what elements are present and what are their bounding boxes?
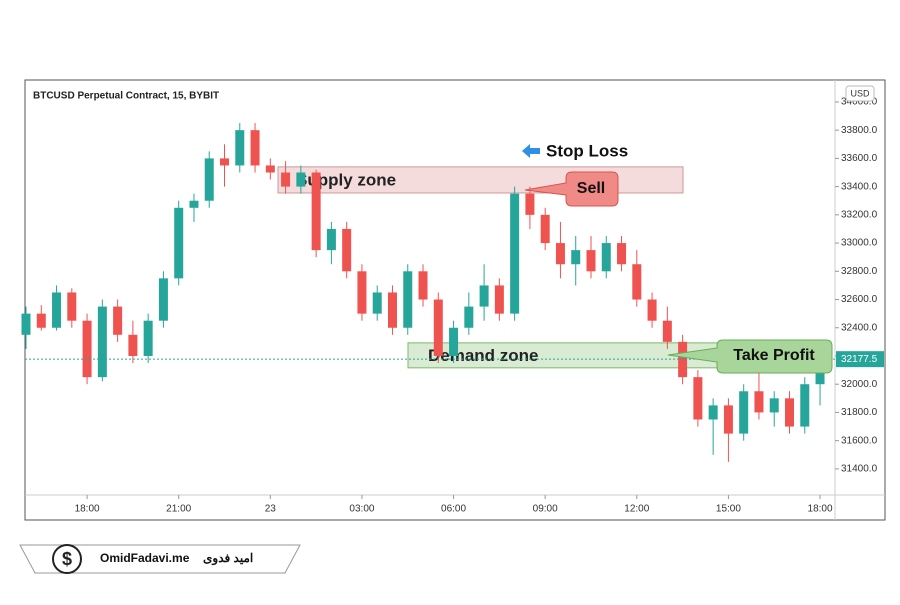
candle-body <box>540 214 550 244</box>
sell-label: Sell <box>577 180 605 197</box>
y-tick-label: 32800.0 <box>841 266 878 277</box>
candle-body <box>387 292 397 328</box>
y-tick-label: 32400.0 <box>841 322 878 333</box>
zone-label: Supply zone <box>296 170 396 189</box>
dollar-sign: $ <box>62 549 72 569</box>
x-tick-label: 06:00 <box>441 504 466 515</box>
footer-frame <box>19 544 301 574</box>
candle-body <box>708 405 718 420</box>
stop-loss-label: Stop Loss <box>546 141 628 160</box>
dollar-icon <box>52 544 82 574</box>
candle-body <box>52 292 62 328</box>
x-tick-label: 03:00 <box>349 504 374 515</box>
candle-body <box>723 405 733 434</box>
candle-body <box>769 398 779 413</box>
candle-body <box>143 320 153 356</box>
last-price-badge <box>836 351 884 368</box>
candle-body <box>647 299 657 321</box>
candle-body <box>418 271 428 300</box>
y-tick-label: 31800.0 <box>841 407 878 418</box>
candle-body <box>326 228 336 251</box>
candle-body <box>357 271 367 314</box>
candle-body <box>265 165 275 173</box>
candle-body <box>189 200 199 208</box>
y-tick-label: 33400.0 <box>841 181 878 192</box>
take-profit-callout <box>667 339 833 374</box>
y-tick-label: 34000.0 <box>841 97 878 108</box>
take-profit-label: Take Profit <box>733 347 815 364</box>
y-tick-label: 31600.0 <box>841 435 878 446</box>
x-tick-label: 09:00 <box>533 504 558 515</box>
y-tick-label: 33000.0 <box>841 238 878 249</box>
candle-body <box>785 398 794 427</box>
y-tick-label: 33200.0 <box>841 209 878 220</box>
currency-label: USD <box>850 88 870 98</box>
x-tick-label: 18:00 <box>75 504 100 515</box>
candle-body <box>158 278 168 321</box>
candle-body <box>739 391 749 434</box>
y-tick-label: 32000.0 <box>841 379 878 390</box>
candle-body <box>296 172 306 187</box>
sell-callout <box>524 171 619 207</box>
footer-badge: $ OmidFadavi.me امید فدوی <box>19 544 301 574</box>
candle-body <box>571 250 581 265</box>
candle-body <box>36 313 46 328</box>
y-tick-label: 31400.0 <box>841 464 878 475</box>
x-tick-label: 21:00 <box>166 504 191 515</box>
candle-body <box>555 243 565 265</box>
x-tick-label: 23 <box>265 504 277 515</box>
candle-body <box>464 306 474 328</box>
candle-body <box>235 130 245 166</box>
candle-body <box>800 384 810 427</box>
candle-body <box>281 172 291 187</box>
candle-body <box>220 158 230 166</box>
candle-body <box>250 130 260 166</box>
candle-body <box>510 193 520 314</box>
candle-body <box>97 306 107 378</box>
candle-body <box>632 264 642 300</box>
candle-body <box>586 250 596 272</box>
candle-body <box>113 306 123 335</box>
chart-title: BTCUSD Perpetual Contract, 15, BYBIT <box>33 91 219 102</box>
x-tick-label: 12:00 <box>624 504 649 515</box>
candle-body <box>342 228 352 272</box>
candle-body <box>433 299 443 356</box>
candle-body <box>372 292 382 314</box>
candle-body <box>754 391 764 413</box>
y-tick-label: 33800.0 <box>841 125 878 136</box>
candle-body <box>693 377 703 420</box>
x-tick-label: 15:00 <box>716 504 741 515</box>
candle-body <box>449 327 459 356</box>
candle-body <box>67 292 77 321</box>
candle-body <box>815 370 825 385</box>
candle-body <box>479 285 489 307</box>
x-tick-label: 18:00 <box>808 504 833 515</box>
last-price-label: 32177.5 <box>841 354 878 365</box>
candle-body <box>82 320 92 378</box>
candle-body <box>617 243 627 265</box>
candle-body <box>311 172 321 251</box>
y-tick-label: 33600.0 <box>841 153 878 164</box>
footer-name: امید فدوی <box>203 551 253 566</box>
stop-loss-arrow <box>522 144 540 158</box>
candle-body <box>204 158 214 201</box>
chart-frame <box>24 79 886 521</box>
candle-body <box>403 271 413 328</box>
candle-body <box>494 285 504 314</box>
candle-body <box>128 334 138 356</box>
y-tick-label: 32600.0 <box>841 294 878 305</box>
candle-body <box>21 313 31 335</box>
candle-body <box>525 193 535 215</box>
zone-label: Demand zone <box>428 346 539 365</box>
currency-badge <box>845 85 875 102</box>
footer-site: OmidFadavi.me <box>100 551 190 565</box>
candle-body <box>174 207 184 279</box>
candle-body <box>601 243 611 272</box>
candle-body <box>662 320 672 342</box>
